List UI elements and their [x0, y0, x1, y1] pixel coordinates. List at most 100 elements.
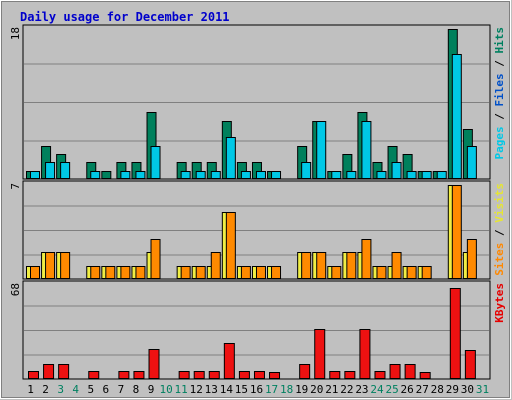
bar-kbytes-day-17 — [269, 372, 281, 379]
x-label-day-15: 15 — [235, 383, 248, 396]
panel-visits-ymax-label: 7 — [9, 183, 22, 190]
x-label-day-9: 9 — [148, 383, 155, 396]
bar-files-day-9 — [150, 146, 161, 179]
bar-sites-day-9 — [150, 239, 161, 279]
bar-sites-day-27 — [421, 266, 432, 279]
bar-sites-day-6 — [105, 266, 116, 279]
legend-part: Files — [493, 73, 506, 106]
bar-kbytes-day-23 — [359, 329, 371, 379]
x-label-day-1: 1 — [27, 383, 34, 396]
bar-files-day-30 — [466, 146, 477, 179]
panel-visits: 7 Sites / Visits — [9, 180, 506, 280]
bar-files-day-27 — [421, 171, 432, 179]
x-label-day-23: 23 — [355, 383, 368, 396]
x-label-day-14: 14 — [220, 383, 234, 396]
legend-part: / — [493, 107, 506, 127]
bar-files-day-23 — [361, 121, 372, 179]
bar-sites-day-5 — [90, 266, 101, 279]
x-label-day-21: 21 — [325, 383, 338, 396]
legend-part: KBytes — [493, 283, 506, 323]
bar-files-day-13 — [210, 171, 221, 179]
x-label-day-5: 5 — [87, 383, 94, 396]
bar-sites-day-19 — [301, 252, 312, 279]
bar-sites-day-22 — [346, 252, 357, 279]
x-label-day-13: 13 — [205, 383, 218, 396]
bar-files-day-25 — [391, 162, 402, 179]
bar-sites-day-26 — [406, 266, 417, 279]
series-sites — [30, 185, 477, 279]
panel-visits-legend-label: Sites / Visits — [493, 183, 506, 276]
x-label-day-29: 29 — [446, 383, 459, 396]
bar-kbytes-day-5 — [88, 371, 100, 379]
bar-kbytes-day-14 — [223, 343, 235, 379]
x-label-day-27: 27 — [416, 383, 429, 396]
panel-hits: 18 Pages / Files / Hits — [9, 24, 506, 180]
x-label-day-2: 2 — [42, 383, 49, 396]
bar-kbytes-day-2 — [43, 364, 55, 379]
x-label-day-20: 20 — [310, 383, 323, 396]
bar-files-day-2 — [45, 162, 56, 179]
bar-sites-day-14 — [225, 212, 236, 279]
panel-kbytes: 68 KBytes — [9, 280, 506, 380]
bar-kbytes-day-20 — [314, 329, 326, 379]
bar-sites-day-1 — [30, 266, 40, 279]
x-label-day-18: 18 — [280, 383, 293, 396]
panel-hits-legend-label: Pages / Files / Hits — [493, 27, 506, 160]
x-label-day-30: 30 — [461, 383, 474, 396]
bar-files-day-24 — [376, 171, 387, 179]
x-label-day-28: 28 — [431, 383, 444, 396]
bar-kbytes-day-27 — [419, 372, 431, 379]
bar-files-day-21 — [331, 171, 342, 179]
x-label-day-3: 3 — [57, 383, 64, 396]
bar-kbytes-day-9 — [148, 349, 160, 379]
bar-files-day-28 — [436, 171, 447, 179]
chart-title: Daily usage for December 2011 — [20, 10, 230, 24]
x-label-day-8: 8 — [133, 383, 140, 396]
bar-kbytes-day-11 — [178, 371, 190, 379]
bar-files-day-8 — [135, 171, 146, 179]
bar-kbytes-day-30 — [464, 350, 476, 379]
bar-sites-day-24 — [376, 266, 387, 279]
x-label-day-6: 6 — [103, 383, 110, 396]
x-label-day-24: 24 — [370, 383, 384, 396]
x-label-day-11: 11 — [175, 383, 188, 396]
legend-part: / — [493, 54, 506, 74]
bar-files-day-5 — [90, 171, 101, 179]
x-label-day-16: 16 — [250, 383, 263, 396]
bar-sites-day-20 — [316, 252, 327, 279]
bar-sites-day-12 — [195, 266, 206, 279]
series-kbytes — [28, 288, 476, 379]
bar-kbytes-day-3 — [58, 364, 70, 379]
bar-kbytes-day-1 — [28, 371, 39, 379]
bar-kbytes-day-26 — [404, 364, 416, 379]
bar-kbytes-day-12 — [193, 371, 205, 379]
bar-sites-day-25 — [391, 252, 402, 279]
x-label-day-10: 10 — [159, 383, 172, 396]
x-label-day-4: 4 — [72, 383, 79, 396]
bar-kbytes-day-24 — [374, 371, 386, 379]
bar-sites-day-13 — [210, 252, 221, 279]
bar-files-day-3 — [60, 162, 71, 179]
bar-kbytes-day-16 — [253, 371, 265, 379]
bar-kbytes-day-22 — [344, 371, 356, 379]
bar-files-day-19 — [301, 162, 312, 179]
bar-sites-day-3 — [60, 252, 71, 279]
x-label-day-22: 22 — [340, 383, 353, 396]
bar-kbytes-day-29 — [449, 288, 461, 379]
bar-sites-day-30 — [466, 239, 477, 279]
bar-kbytes-day-7 — [118, 371, 130, 379]
bar-kbytes-day-8 — [133, 371, 145, 379]
bar-files-day-11 — [180, 171, 191, 179]
bar-sites-day-16 — [255, 266, 266, 279]
panel-kbytes-ymax-label: 68 — [9, 283, 22, 296]
bar-kbytes-day-19 — [299, 364, 311, 379]
legend-part: Visits — [493, 183, 506, 223]
bar-kbytes-day-15 — [238, 371, 250, 379]
panel-hits-ymax-label: 18 — [9, 27, 22, 40]
bar-sites-day-21 — [331, 266, 342, 279]
x-label-day-17: 17 — [265, 383, 278, 396]
bar-kbytes-day-21 — [329, 371, 341, 379]
